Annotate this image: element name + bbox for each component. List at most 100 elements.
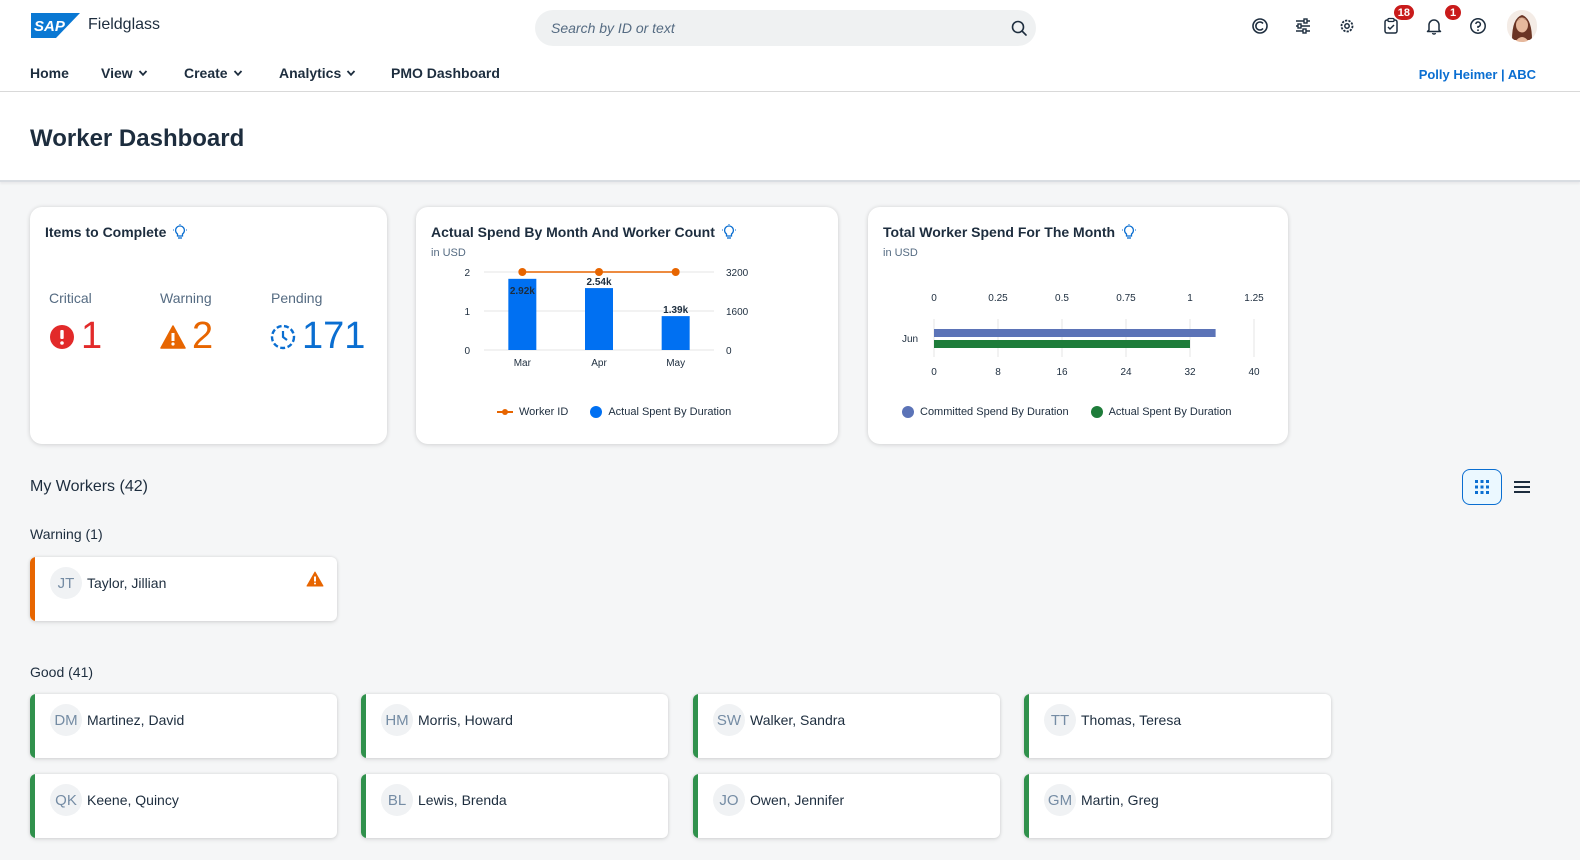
x-bottom-tick-label: 24 [1120,367,1132,378]
user-avatar[interactable] [1507,10,1537,42]
y-left-tick-label: 1 [464,307,470,318]
y-category-label: Jun [902,334,918,345]
card-unit: in USD [431,247,466,259]
worker-card[interactable]: GM Martin, Greg [1024,774,1331,838]
nav-home[interactable]: Home [30,65,69,81]
avatar: HM [381,704,413,736]
card-title: Total Worker Spend For The Month [883,224,1116,240]
user-account-link[interactable]: Polly Heimer | ABC [1418,67,1536,82]
status-stripe [30,694,35,758]
list-view-toggle[interactable] [1502,469,1542,505]
card-header: Actual Spend By Month And Worker Count [431,224,737,240]
legend-label: Committed Spend By Duration [920,406,1069,418]
search-input[interactable] [551,10,991,46]
bar-data-label: 2.92k [510,286,535,297]
search-field [535,10,1036,46]
worker-name: Taylor, Jillian [87,575,167,591]
x-bottom-tick-label: 32 [1184,367,1196,378]
sap-logo[interactable]: SAP [31,13,80,38]
worker-name: Morris, Howard [418,712,513,728]
nav-view[interactable]: View [101,65,148,81]
group-warning-label: Warning (1) [30,526,103,542]
filter-settings-icon[interactable] [1289,12,1317,40]
worker-name: Martin, Greg [1081,792,1159,808]
actual-spend-chart[interactable]: 0 1 2 0 1600 3200 2.92k Mar 2.54k Apr 1.39k May [416,259,838,439]
kpi-critical-value: 1 [81,315,103,357]
avatar: JO [713,784,745,816]
y-right-tick-label: 0 [726,346,732,357]
status-stripe [361,774,366,838]
worker-card[interactable]: DM Martinez, David [30,694,337,758]
nav-home-label: Home [30,65,69,81]
y-left-tick-label: 0 [464,346,470,357]
worker-card[interactable]: SW Walker, Sandra [693,694,1000,758]
tasks-badge: 18 [1392,4,1415,21]
x-top-tick-label: 0.5 [1055,293,1069,304]
worker-card[interactable]: QK Keene, Quincy [30,774,337,838]
avatar: GM [1044,784,1076,816]
line-marker-icon [497,409,513,415]
chevron-down-icon [138,70,147,77]
x-top-tick-label: 1 [1187,293,1193,304]
nav-analytics-label: Analytics [279,65,342,81]
search-icon[interactable] [1009,18,1029,38]
kpi-critical-label: Critical [49,290,92,306]
joule-icon[interactable] [1246,12,1274,40]
worker-card[interactable]: HM Morris, Howard [361,694,668,758]
legend-label: Actual Spent By Duration [608,406,732,418]
x-tick-label: May [666,358,685,369]
lightbulb-icon[interactable] [172,224,188,240]
nav-create-label: Create [184,65,228,81]
kpi-critical-value-wrap: 1 [49,315,102,358]
worker-card[interactable]: TT Thomas, Teresa [1024,694,1331,758]
grid-view-toggle[interactable] [1462,469,1502,505]
items-to-complete-card[interactable]: Items to Complete Critical 1 Warning 2 P… [30,207,387,444]
x-top-tick-label: 0 [931,293,937,304]
avatar: BL [381,784,413,816]
status-stripe [1024,774,1029,838]
gear-icon[interactable] [1333,12,1361,40]
line-point [518,268,527,276]
legend-label: Worker ID [519,406,569,418]
legend-item-actual-spent[interactable]: Actual Spent By Duration [1090,406,1232,418]
legend-item-worker-id[interactable]: Worker ID [497,406,568,418]
nav-create[interactable]: Create [184,65,243,81]
kpi-pending-value-wrap: 171 [270,315,365,358]
total-worker-spend-card[interactable]: Total Worker Spend For The Month in USD … [868,207,1288,444]
nav-pmo-label: PMO Dashboard [391,65,500,81]
status-stripe [30,557,35,621]
worker-card[interactable]: JT Taylor, Jillian [30,557,337,621]
status-stripe [361,694,366,758]
pending-clock-icon [270,324,296,349]
legend-item-committed[interactable]: Committed Spend By Duration [902,406,1069,418]
bell-icon[interactable]: 1 [1420,4,1462,40]
bar-data-label: 1.39k [663,305,688,316]
kpi-warning-value: 2 [192,315,214,357]
nav-pmo-dashboard[interactable]: PMO Dashboard [391,65,500,81]
tasks-icon[interactable]: 18 [1377,4,1415,40]
lightbulb-icon[interactable] [1121,224,1137,240]
worker-name: Lewis, Brenda [418,792,507,808]
bar [585,288,613,350]
worker-card[interactable]: JO Owen, Jennifer [693,774,1000,838]
chart-legend: Committed Spend By Duration Actual Spent… [902,406,1231,418]
avatar: TT [1044,704,1076,736]
nav-analytics[interactable]: Analytics [279,65,356,81]
lightbulb-icon[interactable] [721,224,737,240]
legend-item-actual-spent[interactable]: Actual Spent By Duration [590,406,731,418]
card-title: Actual Spend By Month And Worker Count [431,224,715,240]
total-spend-chart[interactable]: 0 0.25 0.5 0.75 1 1.25 0 8 16 24 32 40 Jun [868,259,1288,439]
actual-spend-card[interactable]: Actual Spend By Month And Worker Count i… [416,207,838,444]
bar-actual [934,340,1190,348]
help-icon[interactable] [1464,12,1492,40]
worker-card[interactable]: BL Lewis, Brenda [361,774,668,838]
y-right-tick-label: 3200 [726,268,749,279]
bar [508,278,537,350]
bar-data-label: 2.54k [586,277,611,288]
legend-label: Actual Spent By Duration [1108,406,1232,418]
page-title: Worker Dashboard [30,125,245,152]
kpi-pending-value: 171 [302,315,366,357]
worker-name: Walker, Sandra [750,712,846,728]
y-right-tick-label: 1600 [726,307,749,318]
x-top-tick-label: 0.25 [988,293,1008,304]
